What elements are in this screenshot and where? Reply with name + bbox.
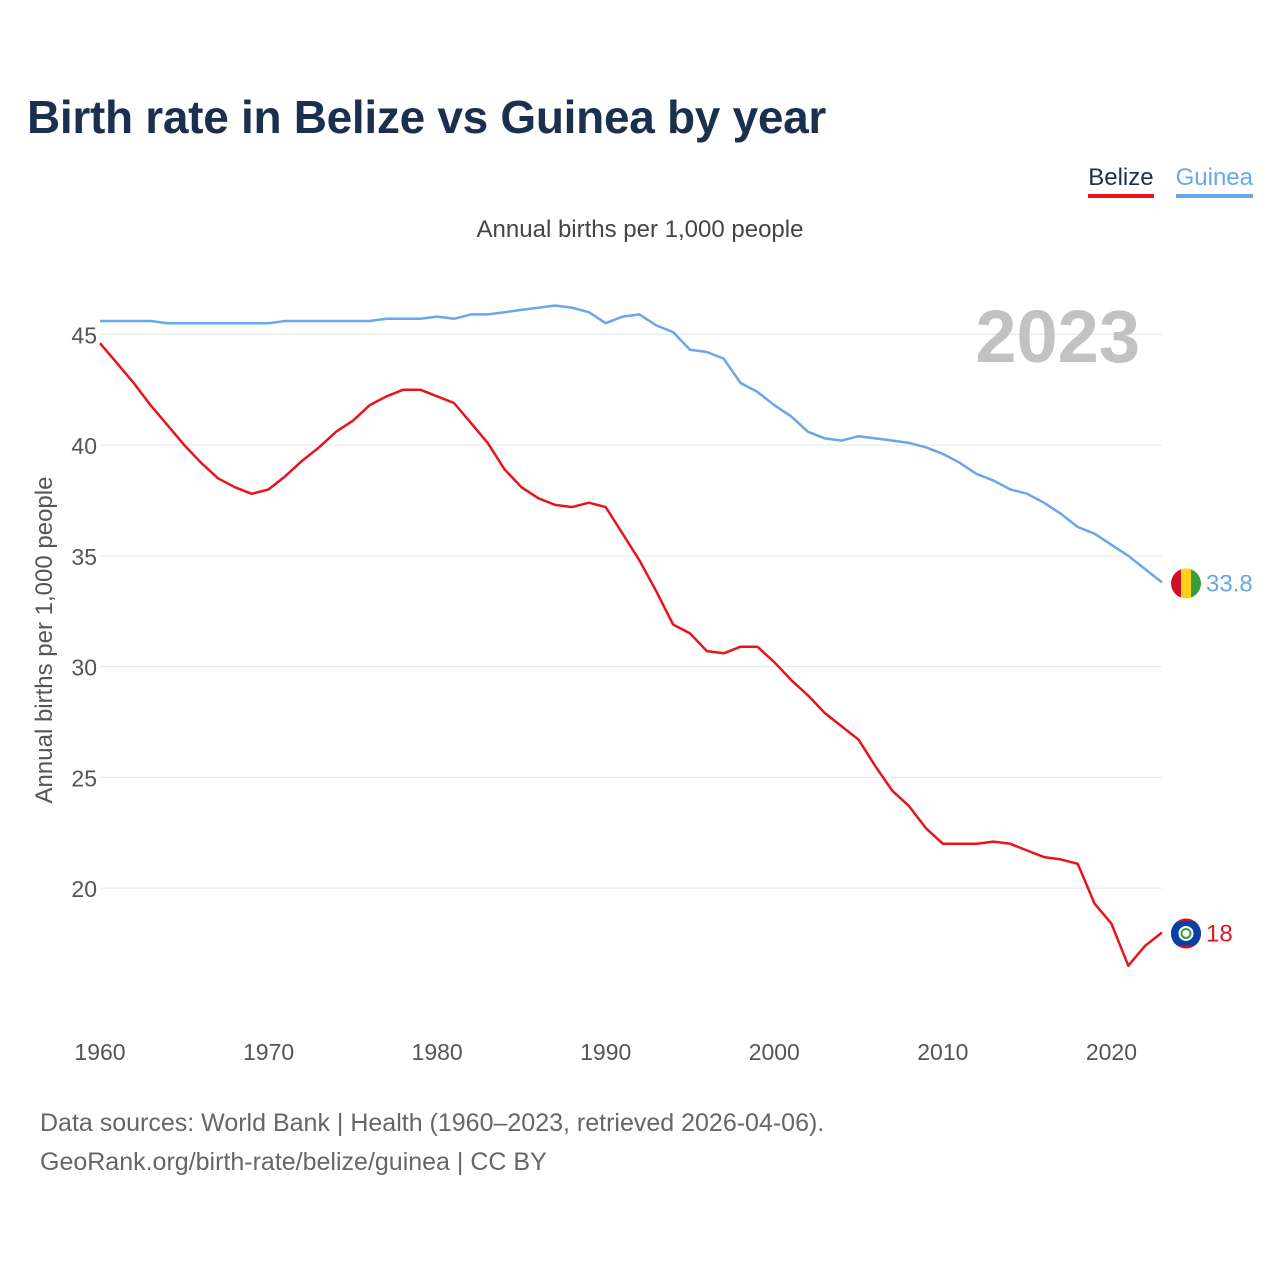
end-value-label-belize: 18 (1206, 920, 1233, 947)
x-tick-label: 1970 (243, 1039, 294, 1065)
x-tick-label: 2000 (749, 1039, 800, 1065)
y-tick-label: 40 (71, 433, 97, 459)
end-value-label-guinea: 33.8 (1206, 570, 1253, 597)
chart-title: Birth rate in Belize vs Guinea by year (27, 91, 827, 143)
footer: Data sources: World Bank | Health (1960–… (40, 1104, 824, 1182)
y-tick-label: 30 (71, 655, 97, 681)
legend-item-guinea[interactable]: Guinea (1175, 164, 1253, 198)
source-link[interactable]: GeoRank.org/birth-rate/belize/guinea | C… (40, 1148, 547, 1176)
x-tick-label: 2010 (917, 1039, 968, 1065)
chart-subtitle: Annual births per 1,000 people (476, 216, 804, 243)
series-line-guinea (100, 304, 1163, 584)
y-tick-label: 45 (71, 322, 97, 348)
year-label: 2023 (975, 295, 1140, 378)
y-tick-label: 20 (71, 876, 97, 902)
x-tick-label: 1990 (580, 1039, 631, 1065)
flag-belize-icon (1171, 918, 1201, 949)
y-tick-label: 35 (71, 544, 97, 570)
x-tick-label: 2020 (1086, 1039, 1137, 1065)
series-line-belize (99, 342, 1163, 967)
flag-guinea-icon (1171, 568, 1201, 599)
y-axis-label: Annual births per 1,000 people (31, 477, 58, 804)
x-tick-label: 1960 (74, 1039, 125, 1065)
legend: Belize Guinea (1088, 164, 1253, 198)
legend-item-belize[interactable]: Belize (1088, 164, 1154, 198)
x-tick-label: 1980 (412, 1039, 463, 1065)
y-tick-label: 25 (71, 765, 97, 791)
data-source-note: Data sources: World Bank | Health (1960–… (40, 1109, 825, 1137)
